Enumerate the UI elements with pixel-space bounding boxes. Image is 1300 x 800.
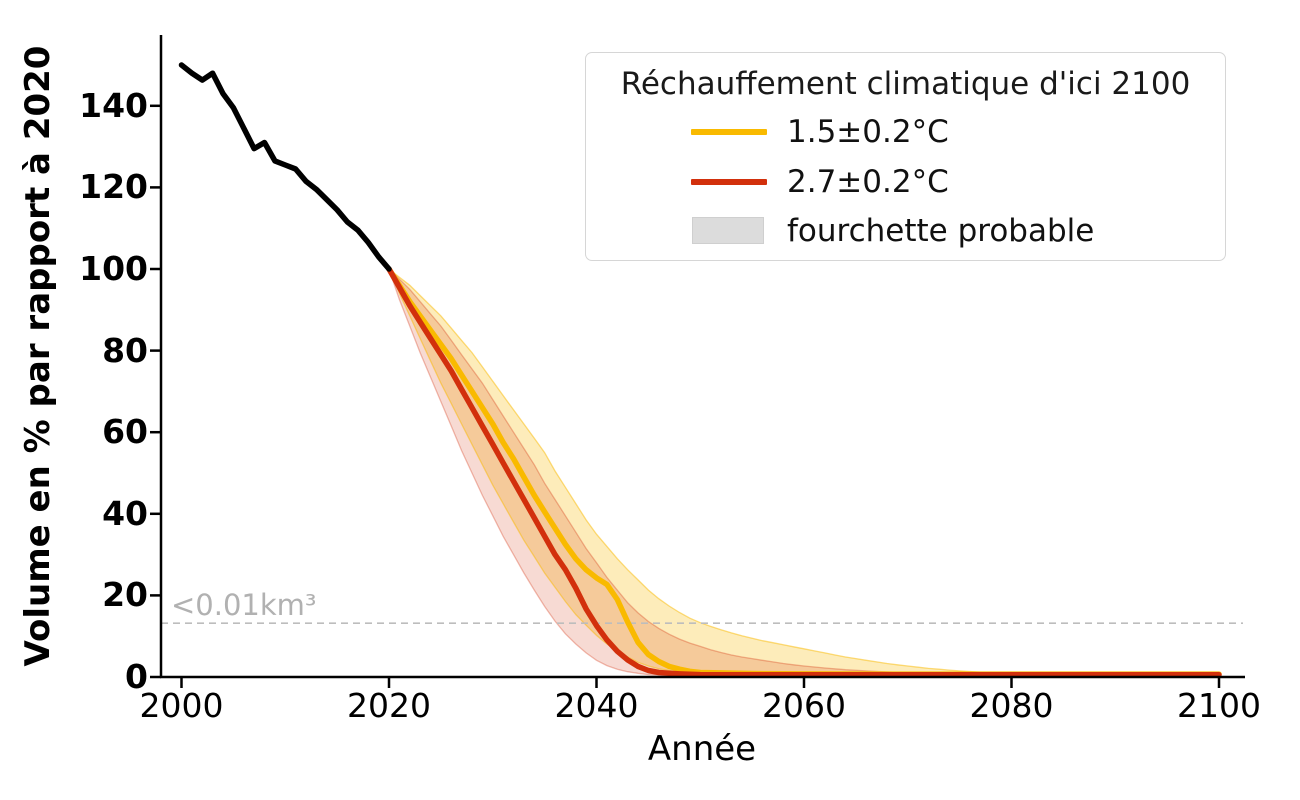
- threshold-label: <0.01km³: [171, 588, 317, 622]
- y-tick-label-100: 100: [79, 249, 148, 288]
- x-tick-label-2080: 2080: [969, 686, 1054, 725]
- series-line-2-7-0-2-c: [386, 266, 1222, 678]
- band-fill-0: [389, 269, 1219, 675]
- legend-title: Réchauffement climatique d'ici 2100: [620, 66, 1191, 102]
- y-tick-label-60: 60: [102, 412, 148, 452]
- x-tick-label-2000: 2000: [139, 686, 224, 725]
- x-axis-label: Année: [647, 729, 757, 769]
- y-tick-label-120: 120: [79, 167, 148, 207]
- legend-label-range: fourchette probable: [787, 213, 1095, 249]
- band-edge-low-1: [388, 268, 1219, 677]
- y-tick-label-0: 0: [125, 657, 148, 696]
- y-tick-label-40: 40: [102, 493, 148, 533]
- band-fill-1: [389, 269, 1219, 676]
- x-tick-label-2100: 2100: [1177, 686, 1261, 725]
- legend-swatch-range: [692, 217, 764, 244]
- x-tick-label-2060: 2060: [762, 686, 846, 725]
- x-tick-label-2040: 2040: [554, 686, 639, 725]
- series-line-observations: [178, 62, 392, 272]
- y-tick-label-140: 140: [79, 85, 148, 125]
- y-tick-label-20: 20: [102, 575, 148, 615]
- legend-swatch-1-5C: [691, 129, 767, 135]
- x-tick-label-2020: 2020: [347, 686, 431, 725]
- legend-swatch-2-7C: [691, 179, 767, 185]
- legend-box: Réchauffement climatique d'ici 2100 1.5±…: [585, 52, 1226, 261]
- legend-label-2-7C: 2.7±0.2°C: [787, 164, 949, 200]
- y-tick-label-80: 80: [102, 330, 148, 370]
- legend-label-1-5C: 1.5±0.2°C: [787, 114, 949, 150]
